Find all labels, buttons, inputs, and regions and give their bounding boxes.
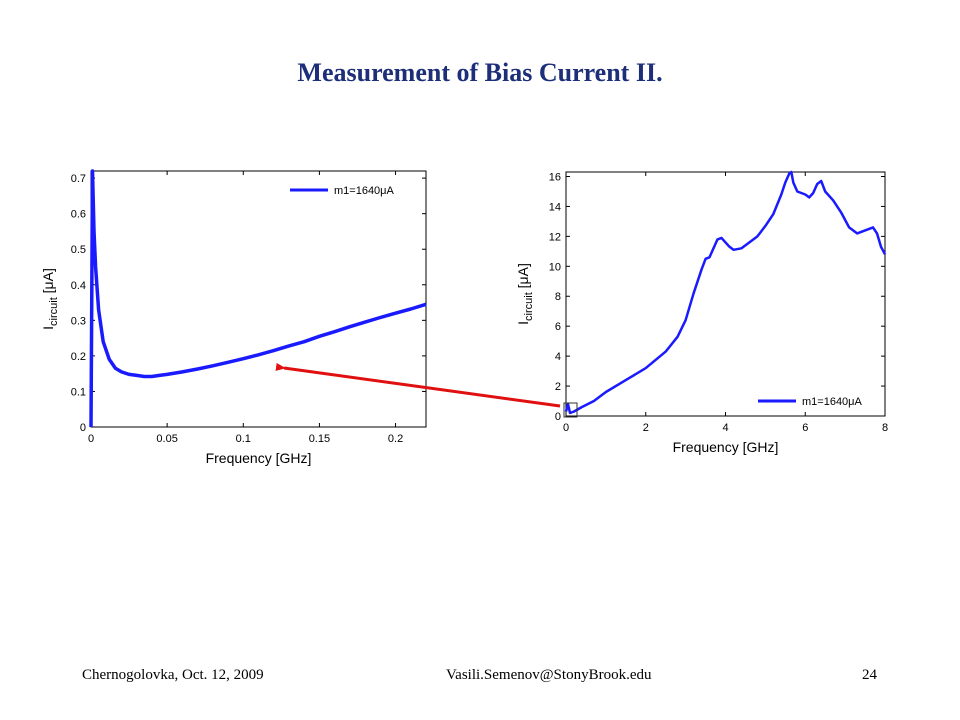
x-tick-label: 2 <box>643 422 649 434</box>
chart-left-zoom: 0 0.05 0.1 0.15 0.2 0 0.1 0.2 0.3 0.4 0.5 0.6 0.7 Fre… <box>40 169 427 466</box>
x-tick-label: 6 <box>802 422 808 434</box>
footer-left: Chernogolovka, Oct. 12, 2009 <box>82 667 264 683</box>
x-tick-label: 0.1 <box>236 433 251 445</box>
y-tick-label: 4 <box>555 351 561 363</box>
y-axis-label: Icircuit [μA] <box>40 268 60 330</box>
zoom-region-box <box>563 402 578 418</box>
page-number: 24 <box>862 667 877 683</box>
y-tick-label: 0 <box>80 422 86 434</box>
series-line <box>89 169 427 428</box>
y-tick-label: 0.6 <box>71 209 86 221</box>
legend-label: m1=1640μA <box>802 396 863 408</box>
chart-right-full: 0 2 4 6 8 0 2 4 6 8 10 12 14 16 Frequency [GHz] Icircui… <box>515 170 888 455</box>
y-tick-label: 6 <box>555 321 561 333</box>
y-tick-label: 8 <box>555 291 561 303</box>
x-axis-label: Frequency [GHz] <box>673 439 779 455</box>
plot-area <box>565 171 886 417</box>
y-tick-label: 0.3 <box>71 315 86 327</box>
slide-title: Measurement of Bias Current II. <box>297 58 663 87</box>
x-tick-label: 4 <box>722 422 728 434</box>
x-tick-label: 0 <box>88 433 94 445</box>
x-tick-label: 0.2 <box>388 433 403 445</box>
x-tick-label: 8 <box>882 422 888 434</box>
y-tick-label: 0.2 <box>71 351 86 363</box>
y-tick-label: 16 <box>549 171 561 183</box>
x-tick-label: 0 <box>563 422 569 434</box>
legend-box <box>282 179 422 201</box>
y-tick-label: 10 <box>549 261 561 273</box>
y-tick-label: 12 <box>549 231 561 243</box>
footer-email: Vasili.Semenov@StonyBrook.edu <box>446 667 652 683</box>
legend-label: m1=1640μA <box>334 185 395 197</box>
y-tick-label: 0.1 <box>71 386 86 398</box>
x-axis-label: Frequency [GHz] <box>206 450 312 466</box>
plot-area <box>90 170 427 428</box>
y-tick-label: 0.4 <box>71 280 86 292</box>
x-tick-label: 0.05 <box>156 433 177 445</box>
y-tick-label: 14 <box>549 201 561 213</box>
series-line <box>564 170 887 415</box>
y-tick-label: 0 <box>555 411 561 423</box>
zoom-arrow <box>275 362 561 408</box>
y-tick-label: 0.5 <box>71 244 86 256</box>
legend-box <box>750 390 881 412</box>
y-tick-label: 0.7 <box>71 173 86 185</box>
x-tick-label: 0.15 <box>309 433 330 445</box>
y-tick-label: 2 <box>555 381 561 393</box>
y-axis-label: Icircuit [μA] <box>515 263 535 325</box>
